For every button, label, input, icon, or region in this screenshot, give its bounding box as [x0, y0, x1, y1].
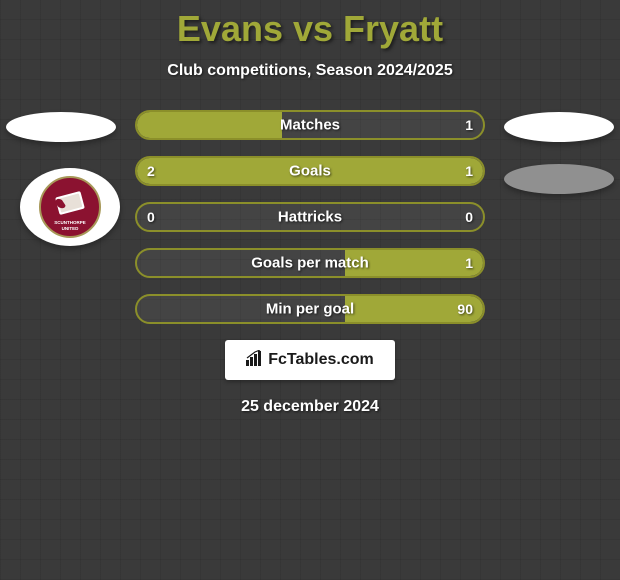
stat-fill-left [137, 112, 282, 138]
stat-row-hattricks: 0 Hattricks 0 [135, 202, 485, 232]
stat-value-right: 1 [465, 255, 473, 271]
stat-value-left: 0 [147, 209, 155, 225]
branding-label: FcTables.com [268, 351, 374, 369]
stat-rows: Matches 1 2 Goals 1 0 Hattricks 0 Goals … [135, 110, 485, 324]
player-right-placeholder-1 [504, 112, 614, 142]
stat-label: Goals per match [251, 255, 369, 272]
stat-row-matches: Matches 1 [135, 110, 485, 140]
scunthorpe-united-logo: SCUNTHORPE UNITED [39, 176, 101, 238]
stat-label: Goals [289, 163, 331, 180]
stats-area: SCUNTHORPE UNITED Matches 1 2 Goals 1 [0, 110, 620, 416]
comparison-widget: Evans vs Fryatt Club competitions, Seaso… [0, 0, 620, 416]
date-text: 25 december 2024 [0, 398, 620, 416]
stat-value-right: 0 [465, 209, 473, 225]
stat-value-right: 1 [465, 163, 473, 179]
svg-text:UNITED: UNITED [62, 226, 80, 231]
player-right-placeholder-2 [504, 164, 614, 194]
stat-row-min-per-goal: Min per goal 90 [135, 294, 485, 324]
branding-box[interactable]: FcTables.com [225, 340, 395, 380]
branding-text: FcTables.com [246, 350, 374, 371]
stat-value-right: 1 [465, 117, 473, 133]
player-left-placeholder [6, 112, 116, 142]
svg-text:SCUNTHORPE: SCUNTHORPE [54, 220, 86, 225]
stat-value-left: 2 [147, 163, 155, 179]
stat-row-goals: 2 Goals 1 [135, 156, 485, 186]
chart-icon [246, 350, 264, 371]
subtitle: Club competitions, Season 2024/2025 [0, 62, 620, 80]
stat-label: Matches [280, 117, 340, 134]
stat-label: Hattricks [278, 209, 342, 226]
page-title: Evans vs Fryatt [0, 8, 620, 50]
stat-value-right: 90 [457, 301, 473, 317]
stat-label: Min per goal [266, 301, 354, 318]
club-badge: SCUNTHORPE UNITED [20, 168, 120, 246]
stat-row-goals-per-match: Goals per match 1 [135, 248, 485, 278]
